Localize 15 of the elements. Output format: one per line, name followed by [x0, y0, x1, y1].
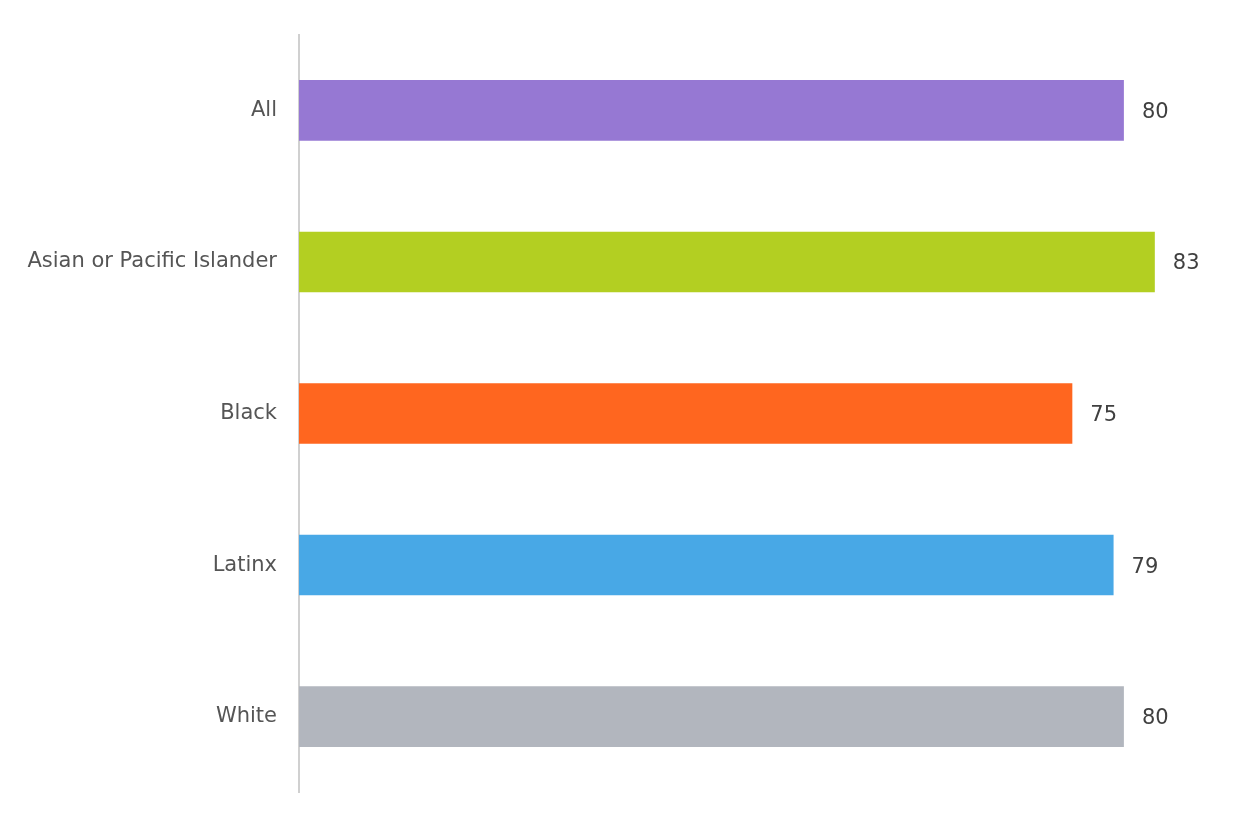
- bar: [299, 686, 1124, 747]
- y-tick-label: All: [250, 96, 277, 121]
- data-label: 75: [1090, 401, 1118, 426]
- y-tick-label: Asian or Pacific Islander: [27, 248, 278, 273]
- data-label: 79: [1131, 553, 1159, 578]
- bar: [299, 383, 1073, 444]
- y-tick-label: Latinx: [212, 551, 277, 576]
- y-tick-label: Black: [220, 399, 278, 424]
- data-label: 83: [1172, 250, 1200, 275]
- bar: [299, 80, 1124, 141]
- y-tick-label: White: [215, 703, 277, 728]
- bar: [299, 534, 1114, 596]
- bar: [299, 231, 1155, 293]
- data-label: 80: [1141, 98, 1169, 123]
- data-label: 80: [1141, 705, 1169, 730]
